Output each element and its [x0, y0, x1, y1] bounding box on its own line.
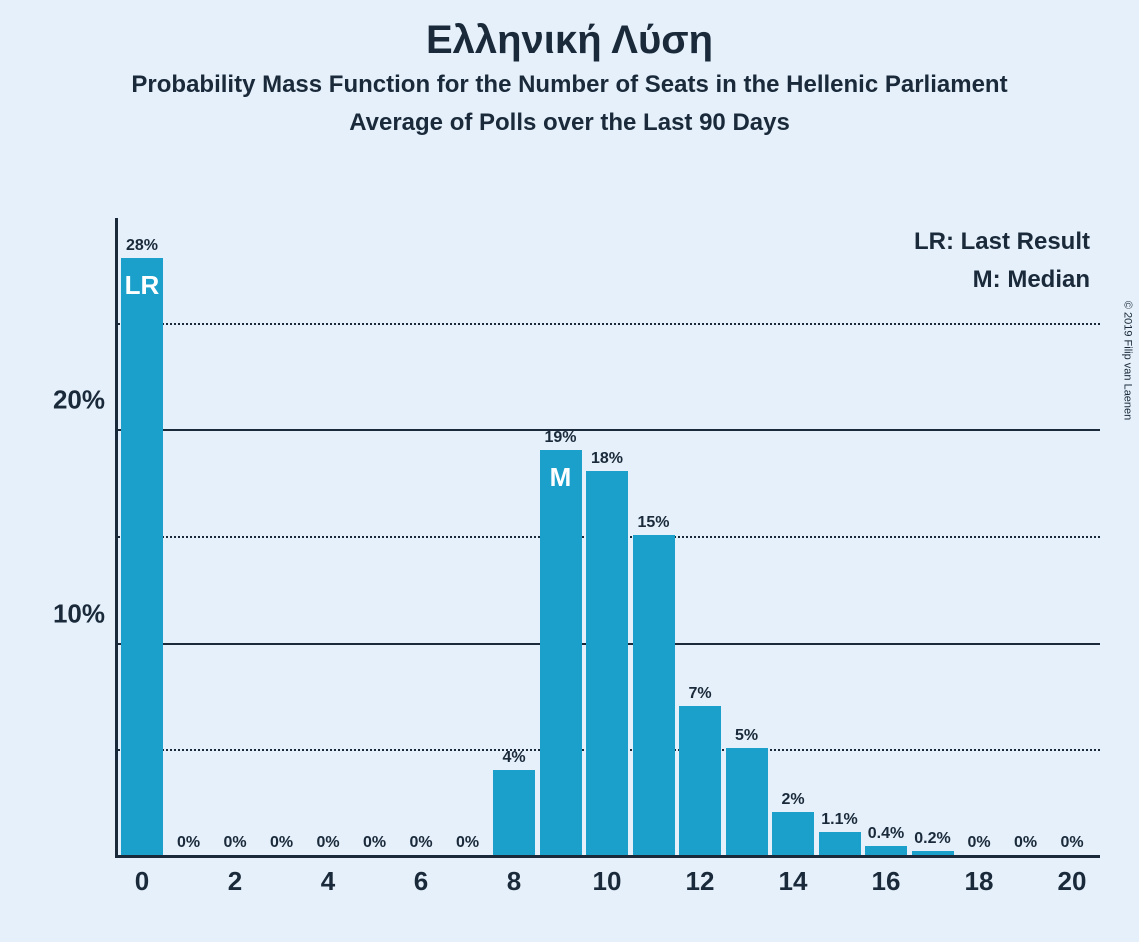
bar-value-label: 4%: [502, 749, 525, 767]
x-axis-label: 18: [965, 866, 994, 897]
bar-value-label: 0%: [177, 834, 200, 852]
y-axis-label: 10%: [53, 598, 105, 629]
bar-value-label: 28%: [126, 237, 158, 255]
bar-value-label: 0%: [456, 834, 479, 852]
chart-subtitle-1: Probability Mass Function for the Number…: [0, 71, 1139, 99]
x-axis-label: 0: [135, 866, 149, 897]
copyright-text: © 2019 Filip van Laenen: [1121, 301, 1133, 420]
bar: [865, 846, 907, 855]
bar-value-label: 0%: [316, 834, 339, 852]
bar: [819, 832, 861, 855]
x-axis-label: 6: [414, 866, 428, 897]
bar: [586, 471, 628, 855]
gridline-major: [118, 429, 1100, 431]
bar-value-label: 7%: [688, 685, 711, 703]
legend-lr: LR: Last Result: [914, 223, 1090, 261]
legend-m: M: Median: [914, 261, 1090, 299]
bar-value-label: 0%: [409, 834, 432, 852]
x-axis-label: 16: [872, 866, 901, 897]
x-axis-label: 4: [321, 866, 335, 897]
bar-value-label: 2%: [781, 791, 804, 809]
x-axis-label: 12: [686, 866, 715, 897]
x-axis-label: 2: [228, 866, 242, 897]
x-axis-label: 20: [1058, 866, 1087, 897]
x-axis-label: 8: [507, 866, 521, 897]
plot-area: 28% LR 0% 0% 0% 0% 0% 0% 0% 4% 19% M 18% 15% 7% 5% 2% 1.1…: [115, 218, 1100, 858]
bar-value-label: 0.2%: [914, 830, 950, 848]
y-axis: [115, 218, 118, 858]
bar-value-label: 0%: [223, 834, 246, 852]
bar: [633, 535, 675, 855]
bar-value-label: 19%: [544, 429, 576, 447]
bar: [121, 258, 163, 855]
bar-inner-label: M: [550, 462, 572, 493]
bar-value-label: 0%: [363, 834, 386, 852]
legend: LR: Last Result M: Median: [914, 223, 1090, 300]
bar: [726, 748, 768, 855]
x-axis: [115, 855, 1100, 858]
bar-value-label: 1.1%: [821, 811, 857, 829]
x-axis-label: 14: [779, 866, 808, 897]
bar-value-label: 0%: [967, 834, 990, 852]
bar-value-label: 0%: [1060, 834, 1083, 852]
gridline-minor: [118, 323, 1100, 325]
bar-value-label: 15%: [637, 514, 669, 532]
y-axis-label: 20%: [53, 385, 105, 416]
bar-inner-label: LR: [125, 270, 160, 301]
bar-value-label: 5%: [735, 727, 758, 745]
x-axis-label: 10: [593, 866, 622, 897]
bar-value-label: 0.4%: [868, 825, 904, 843]
bar-value-label: 0%: [270, 834, 293, 852]
bar: [772, 812, 814, 855]
bar: [679, 706, 721, 855]
bar-value-label: 18%: [591, 450, 623, 468]
bar: [540, 450, 582, 855]
chart-subtitle-2: Average of Polls over the Last 90 Days: [0, 109, 1139, 137]
chart-title: Ελληνική Λύση: [0, 18, 1139, 63]
bar: [912, 851, 954, 855]
bar-value-label: 0%: [1014, 834, 1037, 852]
bar: [493, 770, 535, 855]
bar-chart: 28% LR 0% 0% 0% 0% 0% 0% 0% 4% 19% M 18% 15% 7% 5% 2% 1.1…: [115, 218, 1100, 858]
